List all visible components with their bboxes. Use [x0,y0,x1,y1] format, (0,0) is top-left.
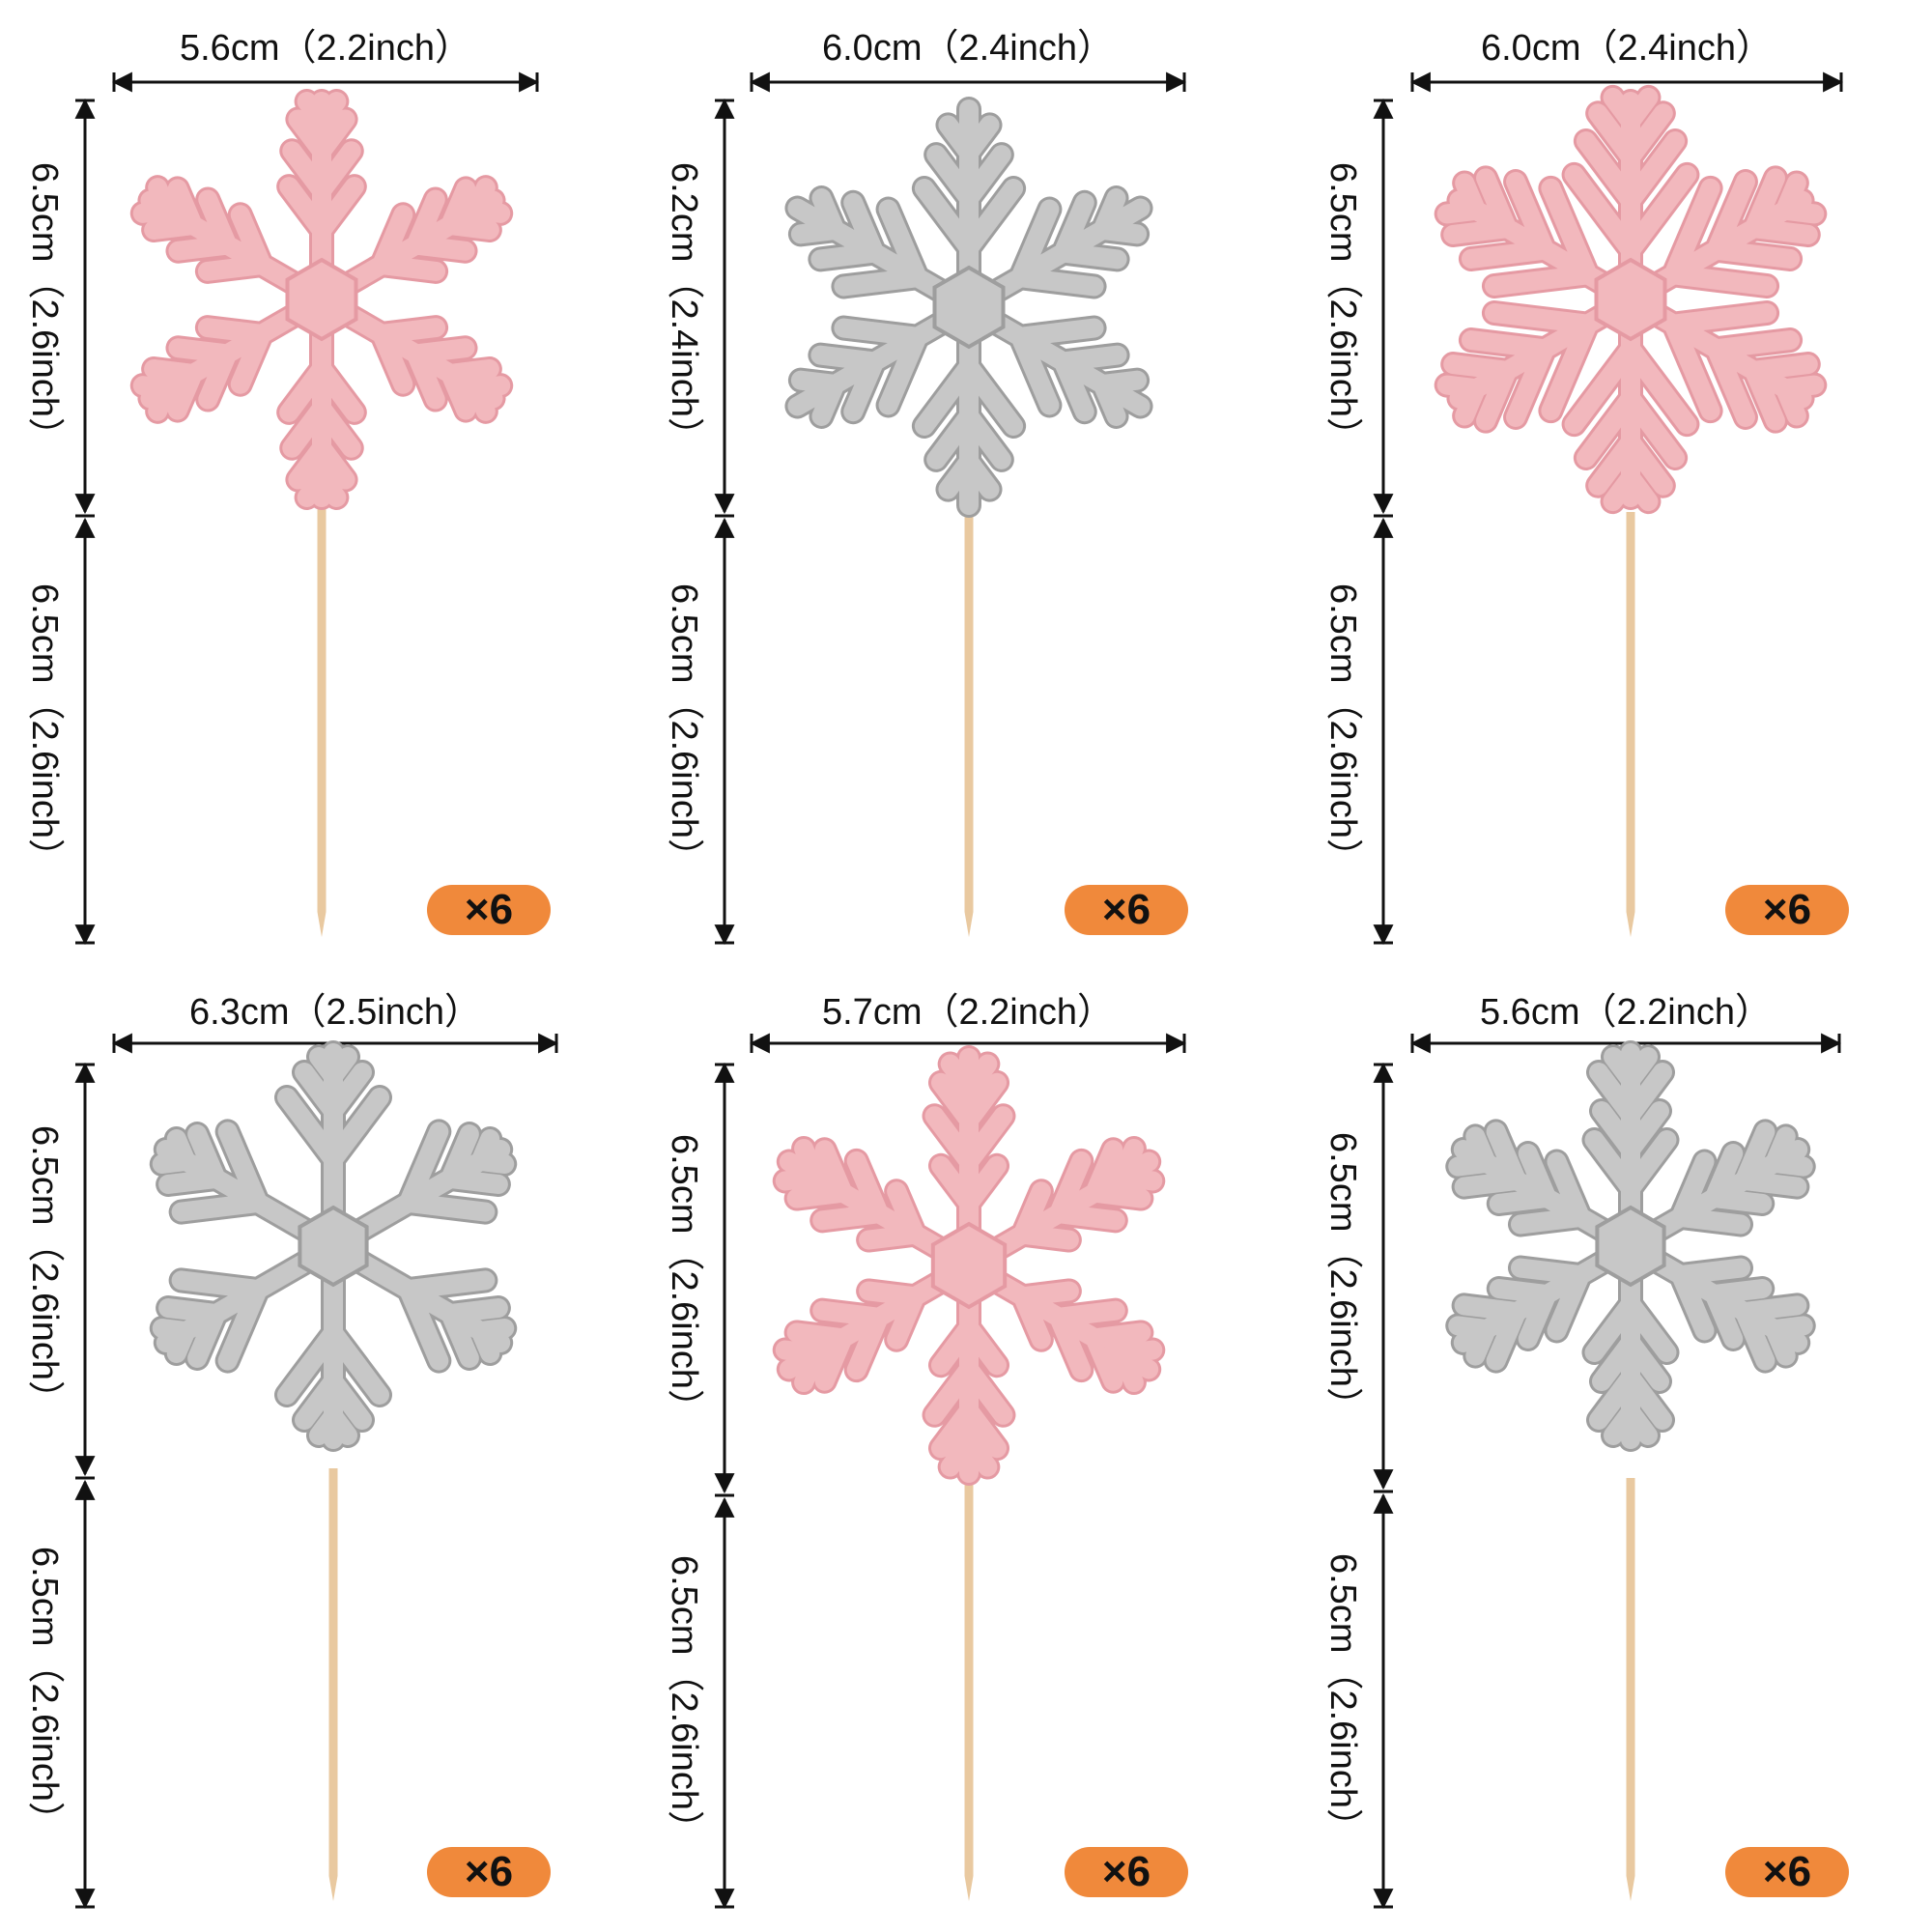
width-label: 6.0cm（2.4inch） [821,28,1115,69]
silver-snowflake-icon [1445,1040,1816,1452]
quantity-badge: ×6 [1065,1847,1188,1897]
silver-snowflake-icon [784,97,1153,518]
topper-1 [74,71,540,946]
quantity-badge: ×6 [1725,1847,1849,1897]
pink-snowflake-icon [1434,84,1828,515]
wooden-stick [1626,1478,1635,1901]
width-label: 5.6cm（2.2inch） [179,28,472,69]
stick-height-label: 6.5cm（2.6inch） [664,582,704,876]
topper-5 [714,1033,1187,1910]
topper-height-label: 6.2cm（2.4inch） [664,161,704,455]
wooden-stick [1626,512,1635,937]
quantity-badge: ×6 [1065,885,1188,935]
topper-4 [74,1033,559,1910]
width-label: 6.0cm（2.4inch） [1480,28,1774,69]
wooden-stick [964,1449,974,1901]
silver-snowflake-icon [149,1040,518,1452]
quantity-badge: ×6 [1725,885,1849,935]
stick-height-label: 6.5cm（2.6inch） [1322,582,1363,876]
topper-height-label: 6.5cm（2.6inch） [24,1124,65,1418]
width-label: 6.3cm（2.5inch） [188,992,482,1033]
topper-6 [1373,1033,1842,1910]
topper-height-label: 6.5cm（2.6inch） [1322,161,1363,455]
stick-height-label: 6.5cm（2.6inch） [24,1546,65,1839]
topper-height-label: 6.5cm（2.6inch） [24,161,65,455]
quantity-badge: ×6 [427,1847,551,1897]
stick-height-label: 6.5cm（2.6inch） [664,1554,704,1848]
topper-height-label: 6.5cm（2.6inch） [1322,1131,1363,1425]
width-label: 5.7cm（2.2inch） [821,992,1115,1033]
topper-3 [1373,71,1844,946]
pink-snowflake-icon [129,89,514,510]
width-label: 5.6cm（2.2inch） [1479,992,1773,1033]
quantity-badge: ×6 [427,885,551,935]
wooden-stick [328,1468,338,1901]
wooden-stick [964,483,974,937]
pink-snowflake-icon [772,1045,1166,1486]
stick-height-label: 6.5cm（2.6inch） [24,582,65,876]
topper-height-label: 6.5cm（2.6inch） [664,1133,704,1427]
stick-height-label: 6.5cm（2.6inch） [1322,1552,1363,1846]
topper-2 [714,71,1187,946]
